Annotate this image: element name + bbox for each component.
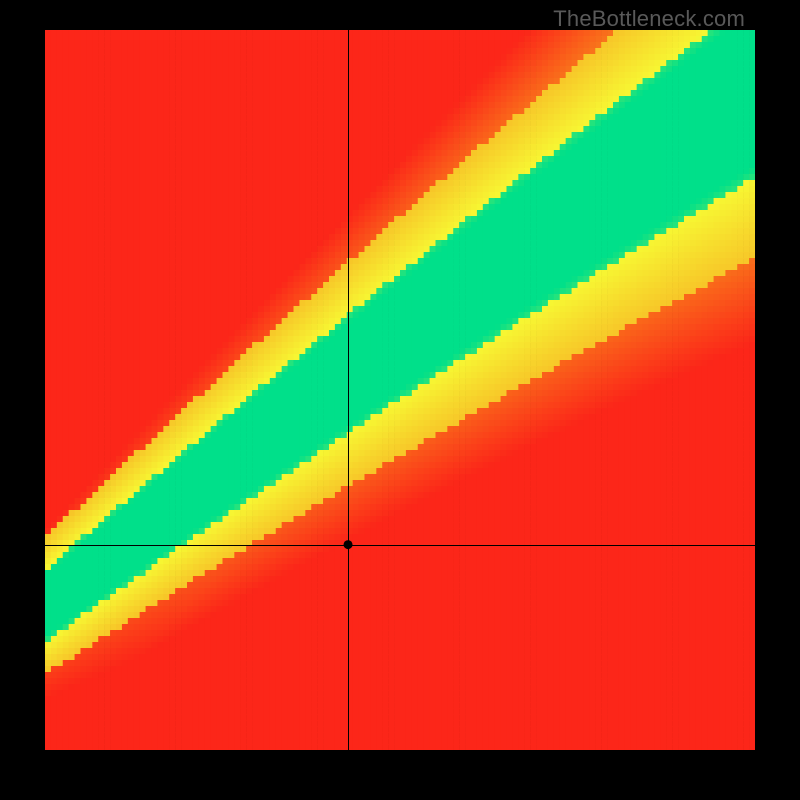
watermark-text: TheBottleneck.com — [553, 6, 745, 32]
chart-root: { "watermark": { "text": "TheBottleneck.… — [0, 0, 800, 800]
bottleneck-heatmap — [45, 30, 755, 750]
